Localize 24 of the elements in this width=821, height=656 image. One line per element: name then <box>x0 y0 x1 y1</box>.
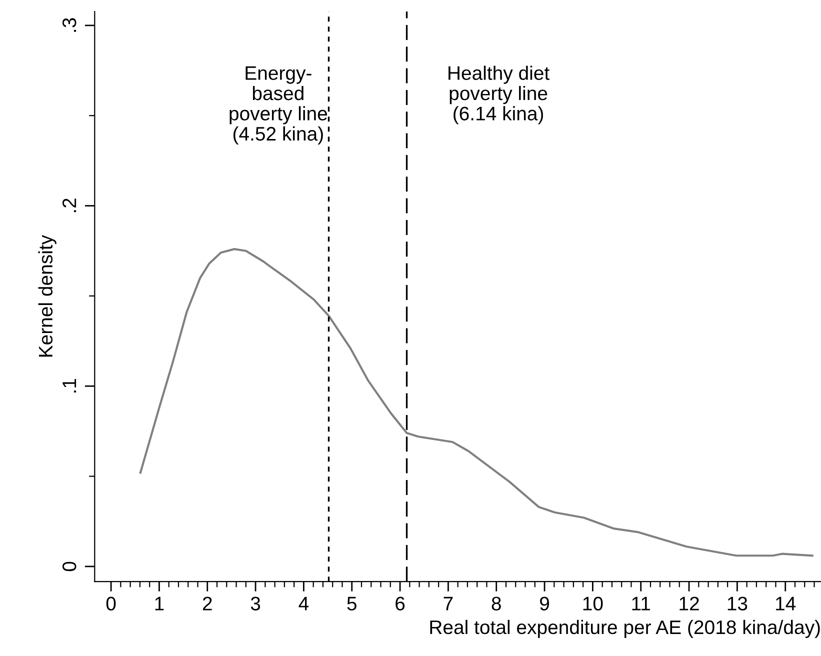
x-tick-label: 11 <box>632 596 650 610</box>
x-axis-title: Real total expenditure per AE (2018 kina/day) <box>430 620 820 638</box>
y-tick-label: 0 <box>62 562 76 572</box>
x-tick-label: 8 <box>492 596 501 610</box>
y-axis-title: Kernel density <box>38 235 56 357</box>
y-tick-label: .2 <box>62 198 76 212</box>
x-tick-label: 14 <box>776 596 796 610</box>
x-tick-label: 13 <box>728 596 748 610</box>
line-series <box>139 248 814 557</box>
x-tick-label: 0 <box>106 596 116 610</box>
x-tick-label: 12 <box>680 596 699 610</box>
x-tick-label: 3 <box>250 596 260 610</box>
y-tick-label: .3 <box>62 18 76 32</box>
x-tick-label: 6 <box>396 596 405 610</box>
x-tick-label: 1 <box>155 596 164 610</box>
x-tick-label: 10 <box>583 596 603 610</box>
x-tick-label: 5 <box>347 596 356 610</box>
ref-line-label: Energy- based poverty line (4.52 kina) <box>230 66 328 145</box>
x-tick-label: 2 <box>202 596 212 610</box>
x-tick-label: 4 <box>298 596 309 610</box>
x-tick-label: 9 <box>540 596 550 610</box>
ref-line-label: Healthy diet poverty line (6.14 kina) <box>448 66 550 124</box>
y-tick-label: .1 <box>62 378 76 392</box>
x-tick-label: 7 <box>444 596 453 610</box>
